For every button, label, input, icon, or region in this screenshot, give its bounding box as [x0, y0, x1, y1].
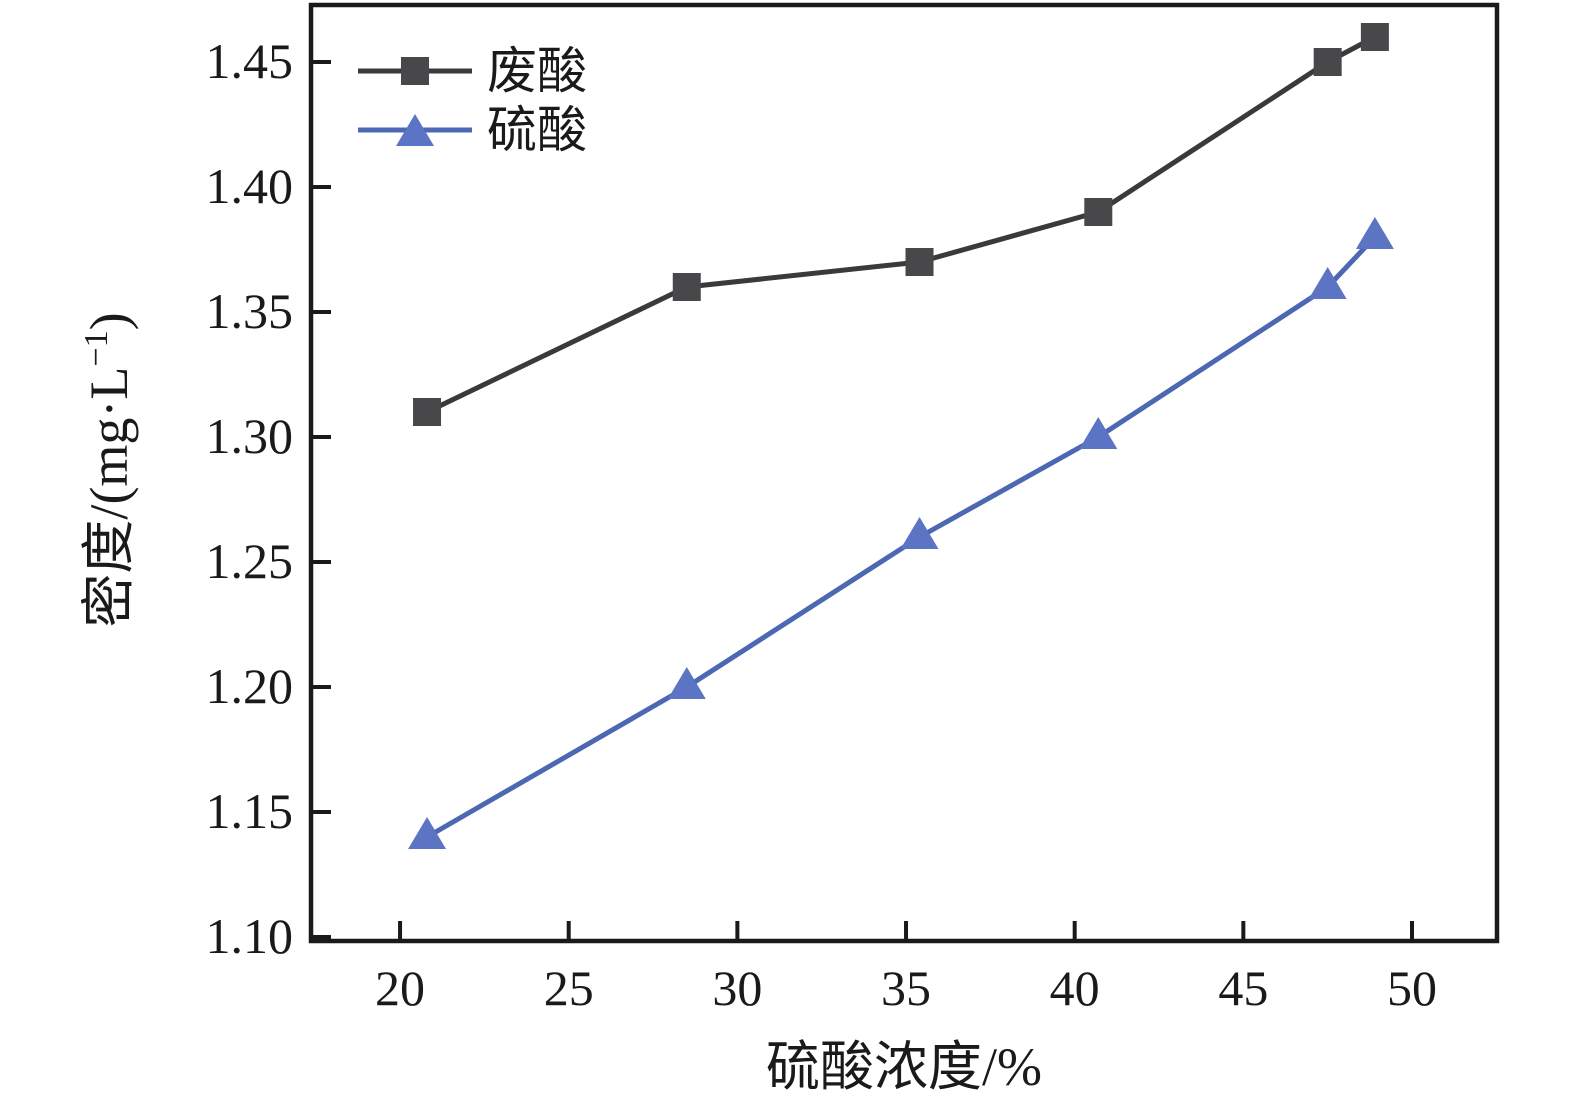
square-marker-icon — [1313, 48, 1342, 76]
y-tick-label: 1.20 — [206, 658, 294, 714]
square-marker-icon — [1084, 198, 1113, 226]
series-line — [425, 235, 1377, 840]
y-tick-label: 1.40 — [206, 158, 294, 214]
triangle-marker-icon — [396, 114, 434, 146]
y-tick-label: 1.25 — [206, 533, 294, 589]
x-tick-label: 40 — [1050, 960, 1100, 1016]
legend-label: 废酸 — [487, 43, 587, 99]
y-axis-title: 密度/(mg·L−1) — [78, 312, 139, 627]
triangle-marker-icon — [1308, 267, 1347, 299]
triangle-marker-icon — [1355, 217, 1394, 249]
x-tick-label: 30 — [712, 960, 762, 1016]
legend-item: 废酸 — [358, 43, 587, 99]
x-tick-label: 45 — [1218, 960, 1268, 1016]
triangle-marker-icon — [900, 517, 939, 549]
y-tick-label: 1.30 — [206, 408, 294, 464]
series-sulfuric-acid — [408, 217, 1394, 849]
x-tick-label: 20 — [375, 960, 425, 1016]
square-marker-icon — [905, 248, 934, 276]
x-tick-label: 50 — [1387, 960, 1437, 1016]
square-marker-icon — [672, 273, 701, 301]
y-tick-label: 1.15 — [206, 783, 294, 839]
plot-border — [308, 2, 1500, 944]
triangle-marker-icon — [408, 817, 447, 849]
x-axis-title: 硫酸浓度/% — [766, 1037, 1042, 1097]
legend-item: 硫酸 — [358, 102, 587, 158]
square-marker-icon — [413, 398, 442, 426]
square-marker-icon — [1360, 23, 1389, 51]
triangle-marker-icon — [667, 667, 706, 699]
y-tick-label: 1.35 — [206, 283, 294, 339]
triangle-marker-icon — [1079, 417, 1118, 449]
square-marker-icon — [401, 57, 429, 85]
legend-label: 硫酸 — [487, 102, 587, 158]
x-tick-label: 25 — [544, 960, 594, 1016]
x-tick-label: 35 — [881, 960, 931, 1016]
series-waste-acid — [413, 23, 1389, 426]
y-tick-label: 1.45 — [206, 33, 294, 89]
y-tick-label: 1.10 — [206, 908, 294, 964]
